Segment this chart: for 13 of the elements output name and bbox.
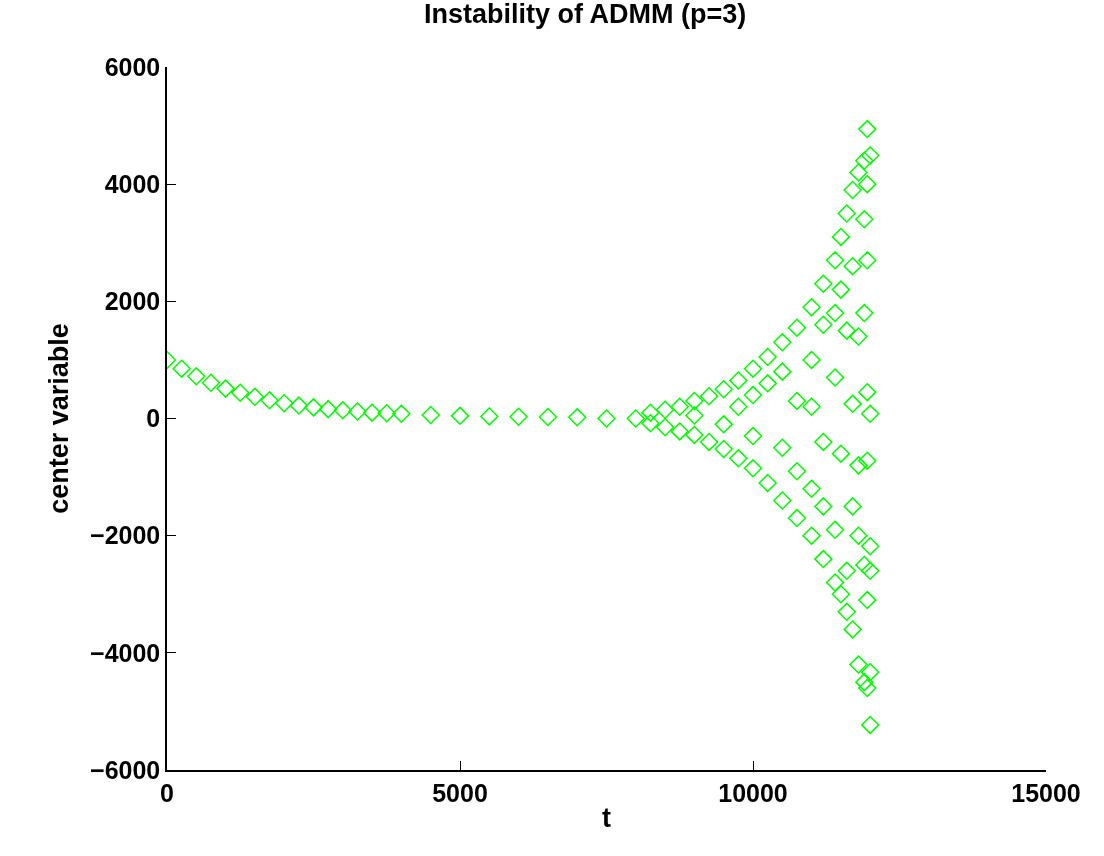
y-tick-label: −2000 [90,521,161,550]
x-tick-label: 15000 [1011,778,1081,807]
y-tick-label: 4000 [104,169,161,198]
x-axis-title: t [602,802,611,833]
chart-title: Instability of ADMM (p=3) [423,0,747,30]
x-tick-label: 10000 [718,778,788,807]
y-tick-label: 2000 [104,287,161,316]
y-axis-title: center variable [43,323,74,514]
y-tick-label: −4000 [90,638,161,667]
y-tick-label: 6000 [104,52,161,81]
y-tick-label: −6000 [90,755,161,784]
x-tick-label: 5000 [432,778,488,807]
y-tick-label: 0 [146,404,161,433]
